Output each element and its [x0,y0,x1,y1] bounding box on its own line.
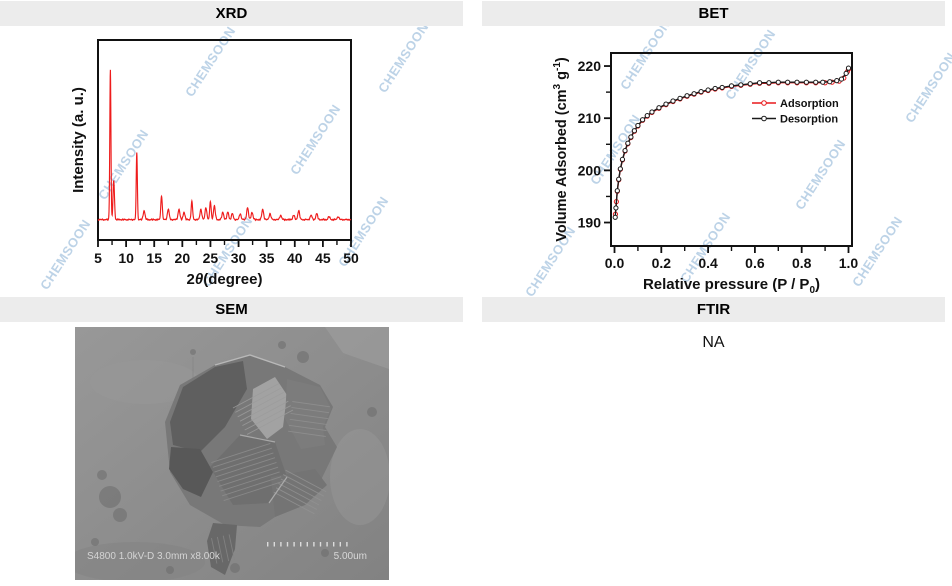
svg-text:30: 30 [231,250,247,266]
svg-text:0.8: 0.8 [792,255,812,271]
sem-title: SEM [215,301,248,318]
svg-text:Adsorption: Adsorption [780,98,839,110]
bet-chart: 0.0 0.2 0.4 0.6 0.8 1.0 190 200 210 220 Relative p… [552,52,859,296]
bet-header: BET [482,1,945,26]
ftir-header: FTIR [482,297,945,322]
svg-text:Desorption: Desorption [780,114,838,126]
sem-scale-label: 5.00um [334,551,367,562]
svg-text:0.0: 0.0 [605,255,625,271]
svg-text:Volume Adsorbed (cm3 g-1): Volume Adsorbed (cm3 g-1) [552,57,570,242]
svg-text:190: 190 [578,215,602,231]
svg-text:20: 20 [175,250,191,266]
svg-text:210: 210 [578,110,602,126]
svg-text:50: 50 [343,250,359,266]
svg-text:220: 220 [578,58,602,74]
svg-text:5: 5 [94,250,102,266]
ftir-na-value: NA [702,334,725,351]
xrd-chart: 5 10 15 20 25 30 35 40 45 50 2θ(degree) Intensity (… [70,39,359,288]
svg-text:Intensity (a. u.): Intensity (a. u.) [70,87,87,193]
sem-micrograph: S4800 1.0kV-D 3.0mm x8.00k 5.00um [75,327,389,580]
svg-text:0.6: 0.6 [745,255,765,271]
svg-text:15: 15 [146,250,162,266]
svg-text:25: 25 [203,250,219,266]
svg-text:35: 35 [259,250,275,266]
xrd-title: XRD [215,5,248,22]
svg-text:0.2: 0.2 [652,255,672,271]
sem-caption: S4800 1.0kV-D 3.0mm x8.00k [87,551,221,562]
svg-text:45: 45 [315,250,331,266]
xrd-header: XRD [0,1,463,26]
svg-text:0.4: 0.4 [698,255,718,271]
svg-text:40: 40 [287,250,303,266]
svg-text:1.0: 1.0 [839,255,859,271]
svg-text:2θ(degree): 2θ(degree) [187,271,263,288]
ftir-title: FTIR [696,301,731,318]
svg-text:10: 10 [118,250,134,266]
svg-text:200: 200 [578,162,602,178]
svg-text:Relative pressure (P / P0): Relative pressure (P / P0) [643,276,820,296]
bet-title: BET [698,5,729,22]
sem-header: SEM [0,297,463,322]
